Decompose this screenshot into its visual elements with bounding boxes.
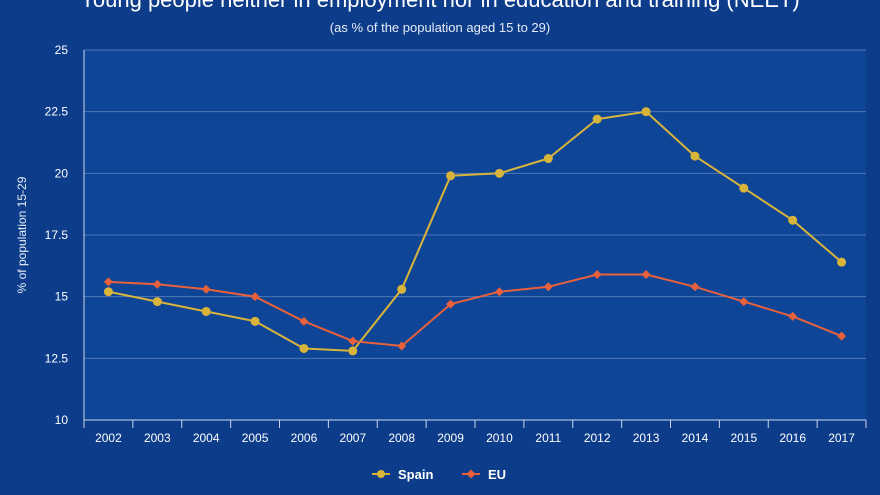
legend-label-eu: EU — [488, 467, 506, 482]
data-point-eu[interactable] — [543, 282, 553, 292]
x-tick-label: 2002 — [95, 431, 122, 445]
y-tick-label: 12.5 — [45, 351, 69, 365]
data-point-spain[interactable] — [494, 168, 504, 178]
data-point-eu[interactable] — [494, 287, 504, 297]
legend-label-spain: Spain — [398, 467, 433, 482]
series-line-spain — [108, 110, 843, 352]
legend-marker — [466, 469, 476, 479]
data-point-spain[interactable] — [837, 257, 847, 267]
y-axis: 10 12.5 15 17.5 20 22.5 25 — [45, 43, 85, 427]
series-spain — [103, 107, 847, 356]
series-layer — [103, 107, 847, 356]
data-point-eu[interactable] — [592, 269, 602, 279]
y-tick-label: 22.5 — [45, 105, 69, 119]
y-tick-label: 25 — [55, 43, 69, 57]
data-point-spain[interactable] — [446, 171, 456, 181]
data-point-spain[interactable] — [250, 316, 260, 326]
data-point-spain[interactable] — [299, 343, 309, 353]
x-tick-label: 2003 — [144, 431, 171, 445]
x-axis: 2002 2003 2004 2005 2006 2007 2008 2009 2010 2011… — [83, 419, 867, 445]
data-point-spain[interactable] — [592, 114, 602, 124]
data-point-eu[interactable] — [103, 277, 113, 287]
x-tick-label: 2012 — [584, 431, 611, 445]
x-tick-label: 2014 — [682, 431, 709, 445]
chart-title: Young people neither in employment nor i… — [80, 0, 800, 12]
data-point-spain[interactable] — [152, 297, 162, 307]
data-point-spain[interactable] — [690, 151, 700, 161]
x-tick-label: 2015 — [730, 431, 757, 445]
data-point-spain[interactable] — [641, 107, 651, 117]
data-point-eu[interactable] — [201, 284, 211, 294]
legend-item-eu[interactable]: EU — [462, 467, 506, 482]
y-tick-label: 10 — [55, 413, 69, 427]
chart-subtitle: (as % of the population aged 15 to 29) — [330, 20, 550, 35]
x-tick-label: 2004 — [193, 431, 220, 445]
x-tick-label: 2008 — [388, 431, 415, 445]
data-point-spain[interactable] — [739, 183, 749, 193]
data-point-eu[interactable] — [299, 316, 309, 326]
x-tick-label: 2006 — [291, 431, 318, 445]
data-point-spain[interactable] — [348, 346, 358, 356]
data-point-spain[interactable] — [201, 306, 211, 316]
data-point-spain[interactable] — [397, 284, 407, 294]
x-tick-label: 2010 — [486, 431, 513, 445]
x-tick-label: 2011 — [535, 431, 561, 445]
x-tick-label: 2005 — [242, 431, 269, 445]
series-line-eu — [108, 273, 842, 347]
legend[interactable]: Spain EU — [372, 467, 506, 482]
data-point-eu[interactable] — [250, 292, 260, 302]
data-point-eu[interactable] — [152, 279, 162, 289]
data-point-eu[interactable] — [446, 299, 456, 309]
y-tick-label: 17.5 — [45, 228, 69, 242]
data-point-eu[interactable] — [788, 311, 798, 321]
data-point-eu[interactable] — [641, 269, 651, 279]
y-tick-label: 15 — [55, 290, 69, 304]
data-point-eu[interactable] — [690, 282, 700, 292]
data-point-eu[interactable] — [397, 341, 407, 351]
data-point-spain[interactable] — [543, 154, 553, 164]
legend-item-spain[interactable]: Spain — [372, 467, 433, 482]
data-point-spain[interactable] — [788, 215, 798, 225]
x-tick-label: 2013 — [633, 431, 660, 445]
y-axis-label: % of population 15-29 — [15, 176, 29, 293]
x-tick-label: 2016 — [779, 431, 806, 445]
legend-marker — [377, 470, 385, 478]
data-point-eu[interactable] — [739, 297, 749, 307]
x-tick-label: 2017 — [828, 431, 855, 445]
y-tick-label: 20 — [55, 166, 69, 180]
data-point-eu[interactable] — [348, 336, 358, 346]
gridlines — [84, 49, 866, 359]
x-tick-label: 2009 — [437, 431, 464, 445]
data-point-spain[interactable] — [103, 287, 113, 297]
series-eu — [103, 269, 847, 351]
x-tick-label: 2007 — [339, 431, 366, 445]
data-point-eu[interactable] — [837, 331, 847, 341]
